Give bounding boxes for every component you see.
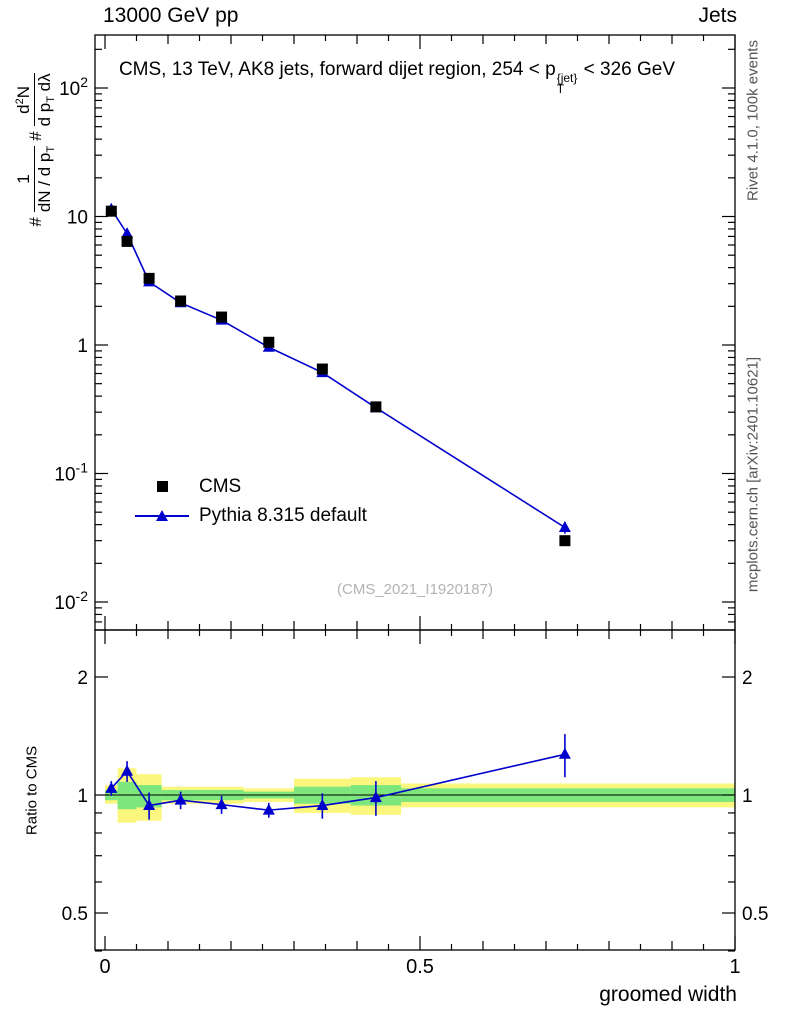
svg-text:1: 1	[77, 336, 88, 357]
pt-subscript: T	[556, 82, 565, 97]
series-cms	[105, 205, 571, 547]
ylabel-frac2-num-d: d	[13, 104, 33, 114]
plot-title-text: CMS, 13 TeV, AK8 jets, forward dijet reg…	[118, 59, 556, 80]
ylabel-frac1-den-sub: T	[44, 145, 57, 153]
process-label: Jets	[698, 4, 737, 27]
legend-item-pythia: Pythia 8.315 default	[133, 501, 367, 530]
data-series	[105, 202, 571, 820]
ratio-uncertainty-bands	[95, 768, 735, 823]
svg-text:1: 1	[729, 956, 740, 978]
svg-text:0.5: 0.5	[62, 904, 88, 925]
ylabel-fraction-1: 1 dN / d pT	[14, 145, 58, 213]
ylabel-frac2-den-lambda: dλ	[34, 73, 54, 97]
ylabel-frac2-num: d2N	[13, 73, 35, 127]
svg-text:102: 102	[59, 74, 88, 100]
axes	[94, 34, 736, 952]
legend-label-cms: CMS	[199, 475, 242, 497]
ylabel-frac2-den: d pT dλ	[35, 73, 58, 126]
ylabel-frac1-den-text: dN / d p	[34, 152, 54, 213]
analysis-id-watermark: (CMS_2021_I1920187)	[337, 581, 493, 598]
tick-labels: 102 10 1 10-1 10-2 0.5 0.5 1 1 2 2 0 0.5 1	[54, 74, 768, 978]
svg-text:0: 0	[99, 956, 110, 978]
legend-label-pythia: Pythia 8.315 default	[199, 504, 367, 526]
svg-text:2: 2	[77, 668, 88, 689]
svg-text:1: 1	[742, 786, 753, 807]
pythia-marker-cell	[133, 506, 191, 526]
ylabel-hash-2: #	[26, 131, 45, 141]
svg-text:10-1: 10-1	[54, 460, 88, 486]
ylabel-frac2-den-sub: T	[44, 96, 57, 103]
svg-text:2: 2	[742, 668, 753, 689]
cms-marker-cell	[133, 477, 191, 497]
x-axis-label: groomed width	[599, 983, 737, 1006]
svg-text:10: 10	[67, 208, 88, 229]
legend-item-cms: CMS	[133, 472, 367, 501]
mcplots-arxiv-note: mcplots.cern.ch [arXiv:2401.10621]	[744, 356, 762, 593]
triangle-marker-icon	[156, 510, 168, 521]
y-axis-label: # 1 dN / d pT # d2N d pT dλ	[10, 35, 62, 265]
ylabel-hash-1: #	[26, 217, 45, 227]
square-marker-icon	[156, 481, 168, 492]
legend: CMS Pythia 8.315 default	[133, 472, 367, 530]
svg-text:0.5: 0.5	[742, 904, 768, 925]
beam-energy-label: 13000 GeV pp	[103, 4, 239, 27]
ylabel-frac2-den-text: d p	[34, 102, 54, 127]
plot-title-text-end: < 326 GeV	[578, 59, 676, 80]
pt-supsub: {jet} T	[556, 71, 578, 97]
svg-text:0.5: 0.5	[406, 956, 434, 978]
plot-title: CMS, 13 TeV, AK8 jets, forward dijet reg…	[58, 59, 736, 96]
ylabel-frac2-num-sup: 2	[13, 98, 26, 105]
svg-text:1: 1	[77, 786, 88, 807]
ylabel-frac1-den: dN / d pT	[35, 146, 58, 212]
ratio-y-axis-label: Ratio to CMS	[23, 745, 41, 836]
ylabel-fraction-2: d2N d pT dλ	[13, 73, 58, 127]
ratio-series-pythia	[105, 734, 571, 820]
rivet-version-note: Rivet 4.1.0, 100k events	[744, 40, 762, 201]
ylabel-frac1-num: 1	[14, 145, 35, 213]
pt-superscript: {jet}	[556, 71, 578, 85]
ylabel-frac2-num-n: N	[13, 85, 33, 99]
svg-text:10-2: 10-2	[54, 588, 88, 614]
